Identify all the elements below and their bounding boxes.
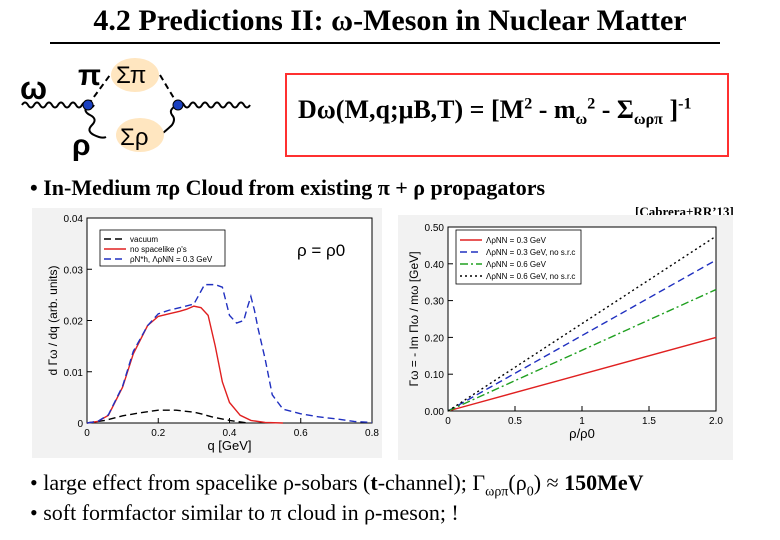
x-axis-label: q [GeV] xyxy=(207,438,251,453)
y-tick-label: 0.01 xyxy=(64,368,84,379)
y-tick-label: 0 xyxy=(77,419,83,430)
x-tick-label: 0.2 xyxy=(151,428,165,439)
vertex-left xyxy=(82,99,94,111)
legend-label-0: vacuum xyxy=(130,235,158,244)
width-vs-density-chart: 0 0.5 1 1.5 2.0 0.00 0.10 0.20 0.30 0.40 0.50 ρ/ρ0 Γ… xyxy=(398,215,733,460)
y-tick-label: 0.10 xyxy=(425,370,445,381)
pi-symbol: π xyxy=(78,59,101,92)
omega-propagator-right xyxy=(177,101,251,109)
x-tick-label: 1 xyxy=(579,416,585,427)
legend-label-2: ΛρNN = 0.6 GeV xyxy=(486,260,547,269)
series-line-0 xyxy=(447,336,717,412)
y-tick-label: 0.03 xyxy=(64,265,84,276)
y-tick-label: 0.40 xyxy=(425,260,445,271)
title-underline xyxy=(50,42,720,44)
x-tick-label: 0.6 xyxy=(294,428,308,439)
y-axis-label: d Γω / dq (arb. units) xyxy=(46,265,60,375)
series-line-0 xyxy=(86,409,248,424)
omega-propagator-left xyxy=(21,101,95,109)
x-tick-label: 0 xyxy=(84,428,90,439)
sigma-rho-label: Σρ xyxy=(120,124,149,151)
x-tick-label: 0.4 xyxy=(223,428,237,439)
legend-box xyxy=(99,229,226,267)
y-tick-label: 0.00 xyxy=(425,407,445,418)
bullet-soft-formfactor: • soft formfactor similar to π cloud in … xyxy=(30,500,459,525)
y-tick-label: 0.30 xyxy=(425,297,445,308)
pion-line xyxy=(87,74,179,106)
self-energy-diagram: ω π ρ Σπ Σρ xyxy=(20,58,251,162)
x-tick-label: 2.0 xyxy=(709,416,723,427)
width-vs-momentum-chart: 0 0.2 0.4 0.6 0.8 0 0.01 0.02 0.03 0.04 q [GeV] d Γ… xyxy=(32,208,382,458)
y-tick-label: 0.02 xyxy=(64,317,84,328)
sigma-pi-label: Σπ xyxy=(116,62,146,89)
y-tick-label: 0.20 xyxy=(425,333,445,344)
y-axis-label: Γω = - Im Πω / mω [GeV] xyxy=(407,251,421,386)
x-tick-label: 0.8 xyxy=(365,428,379,439)
legend-label-1: ΛρNN = 0.3 GeV, no s.r.c xyxy=(486,248,575,257)
x-axis-label: ρ/ρ0 xyxy=(569,426,595,441)
series-line-1 xyxy=(447,259,717,412)
sigma-rho-blob xyxy=(116,118,164,152)
vertex-right xyxy=(172,99,184,111)
y-tick-label: 0.50 xyxy=(425,223,445,234)
rho-line xyxy=(84,104,179,139)
series-line-3 xyxy=(447,235,717,412)
bullet-in-medium-cloud: • In-Medium πρ Cloud from existing π + ρ… xyxy=(30,175,546,200)
bullet-spacelike-rho-sobars: • large effect from spacelike ρ-sobars (… xyxy=(30,470,644,500)
x-tick-label: 0.5 xyxy=(508,416,522,427)
slide-title: 4.2 Predictions II: ω-Meson in Nuclear M… xyxy=(93,4,687,37)
x-tick-label: 0 xyxy=(445,416,451,427)
propagator-formula-box xyxy=(285,73,729,157)
legend-label-3: ΛρNN = 0.6 GeV, no s.r.c xyxy=(486,272,575,281)
legend-label-1: no spacelike ρ's xyxy=(130,245,187,254)
propagator-formula: Dω(M,q;μB,T) = [M2 - mω2 - Σωρπ ]-1 xyxy=(298,95,692,129)
sigma-pi-blob xyxy=(111,58,159,92)
legend-label-2: ρN*h, ΛρNN = 0.3 GeV xyxy=(130,255,213,264)
density-annotation: ρ = ρ0 xyxy=(297,241,345,260)
omega-symbol: ω xyxy=(20,70,47,106)
series-line-2 xyxy=(447,288,717,412)
x-tick-label: 1.5 xyxy=(642,416,656,427)
rho-symbol: ρ xyxy=(72,129,91,162)
series-line-2 xyxy=(86,283,373,424)
legend-label-0: ΛρNN = 0.3 GeV xyxy=(486,236,547,245)
y-tick-label: 0.04 xyxy=(64,214,84,225)
legend-box xyxy=(455,229,582,285)
